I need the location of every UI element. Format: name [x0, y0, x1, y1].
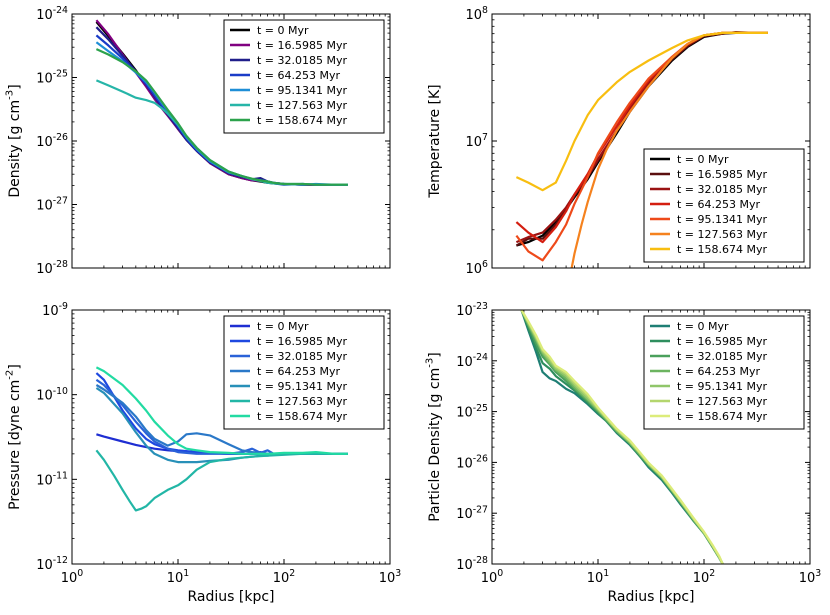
x-tick-label: 102 — [273, 568, 296, 586]
legend-label: t = 32.0185 Myr — [257, 350, 348, 363]
x-axis-label: Radius [kpc] — [187, 589, 274, 605]
legend-label: t = 95.1341 Myr — [257, 84, 348, 97]
y-tick-label: 10-28 — [456, 555, 488, 573]
series-line — [96, 433, 348, 455]
y-tick-label: 10-25 — [456, 403, 488, 421]
legend-box — [223, 19, 385, 134]
y-tick-label: 10-26 — [456, 454, 488, 472]
y-tick-label: 10-12 — [36, 555, 68, 573]
x-tick-label: 101 — [587, 568, 610, 586]
chart-density: 10-28 10-27 10-26 10-25 10-24 Density [g cm-3… — [5, 5, 391, 277]
legend-label: t = 0 Myr — [257, 24, 309, 37]
legend-label: t = 32.0185 Myr — [677, 183, 768, 196]
legend-box — [223, 315, 385, 430]
legend-label: t = 16.5985 Myr — [257, 39, 348, 52]
y-axis-label: Particle Density [g cm-3] — [425, 352, 443, 522]
chart-pressure: 100 101 102 103 10-12 10-11 10-10 10-9 Radius [k… — [5, 301, 402, 605]
legend-label: t = 64.253 Myr — [257, 69, 341, 82]
legend-label: t = 127.563 Myr — [257, 99, 348, 112]
legend-label: t = 95.1341 Myr — [677, 380, 768, 393]
legend-label: t = 16.5985 Myr — [677, 168, 768, 181]
legend-label: t = 127.563 Myr — [677, 228, 768, 241]
y-tick-label: 10-25 — [36, 69, 68, 87]
y-tick-label: 10-10 — [36, 386, 68, 404]
legend-label: t = 32.0185 Myr — [677, 350, 768, 363]
plot-frame — [491, 309, 811, 565]
series-line — [515, 31, 768, 192]
legend: t = 0 Myr t = 16.5985 Myr t = 32.0185 Myr t… — [643, 148, 805, 263]
legend-label: t = 127.563 Myr — [257, 395, 348, 408]
legend-label: t = 0 Myr — [257, 320, 309, 333]
legend-label: t = 158.674 Myr — [257, 114, 348, 127]
legend-label: t = 158.674 Myr — [677, 243, 768, 256]
series-line — [95, 449, 348, 512]
y-tick-label: 106 — [466, 259, 489, 277]
series-group — [520, 310, 724, 564]
legend-label: t = 16.5985 Myr — [257, 335, 348, 348]
legend: t = 0 Myr t = 16.5985 Myr t = 32.0185 Myr t… — [223, 19, 385, 134]
legend-label: t = 127.563 Myr — [677, 395, 768, 408]
legend-label: t = 32.0185 Myr — [257, 54, 348, 67]
series-line — [520, 310, 724, 564]
x-tick-label: 100 — [481, 568, 504, 586]
y-axis-label: Density [g cm-3] — [5, 84, 23, 197]
legend-label: t = 158.674 Myr — [257, 410, 348, 423]
legend-label: t = 0 Myr — [677, 320, 729, 333]
x-axis-label: Radius [kpc] — [607, 589, 694, 605]
legend-label: t = 64.253 Myr — [677, 198, 761, 211]
plot-frame — [71, 309, 391, 565]
legend-label: t = 95.1341 Myr — [677, 213, 768, 226]
y-tick-label: 10-9 — [42, 301, 68, 319]
x-tick-label: 101 — [167, 568, 190, 586]
y-tick-label: 10-26 — [36, 132, 68, 150]
y-tick-label: 107 — [466, 132, 489, 150]
y-tick-label: 10-11 — [36, 470, 68, 488]
y-tick-label: 10-27 — [36, 196, 68, 214]
series-group — [515, 30, 768, 268]
chart-particle-density: 100 101 102 103 10-28 10-27 10-26 10-25 10-24 10-… — [425, 301, 822, 605]
series-group — [95, 19, 348, 186]
plot-frame — [491, 13, 811, 269]
plot-frame — [71, 13, 391, 269]
y-tick-label: 10-24 — [456, 352, 488, 370]
y-tick-label: 10-27 — [456, 504, 488, 522]
x-tick-label: 103 — [379, 568, 402, 586]
legend: t = 0 Myr t = 16.5985 Myr t = 32.0185 Myr t… — [223, 315, 385, 430]
legend-label: t = 158.674 Myr — [677, 410, 768, 423]
legend-label: t = 64.253 Myr — [257, 365, 341, 378]
y-tick-label: 10-24 — [36, 5, 68, 23]
legend-label: t = 95.1341 Myr — [257, 380, 348, 393]
x-tick-label: 102 — [693, 568, 716, 586]
y-axis-label: Temperature [K] — [427, 84, 443, 198]
y-tick-label: 108 — [466, 5, 489, 23]
legend-label: t = 16.5985 Myr — [677, 335, 768, 348]
series-group — [95, 366, 348, 512]
x-tick-label: 100 — [61, 568, 84, 586]
legend-label: t = 64.253 Myr — [677, 365, 761, 378]
series-line — [95, 366, 348, 455]
legend: t = 0 Myr t = 16.5985 Myr t = 32.0185 Myr t… — [643, 315, 805, 430]
chart-temperature: 106 107 108 Temperature [K] t = 0 Myr t = 16.… — [427, 5, 811, 277]
y-axis-label: Pressure [dyne cm-2] — [5, 364, 23, 510]
x-tick-label: 103 — [799, 568, 822, 586]
legend-label: t = 0 Myr — [677, 153, 729, 166]
y-tick-label: 10-28 — [36, 259, 68, 277]
y-tick-label: 10-23 — [456, 301, 488, 319]
legend-box — [643, 315, 805, 430]
series-line — [95, 48, 348, 186]
legend-box — [643, 148, 805, 263]
